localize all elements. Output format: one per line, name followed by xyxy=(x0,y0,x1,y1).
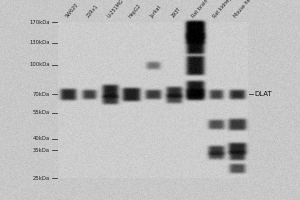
Text: HepG2: HepG2 xyxy=(127,3,142,19)
Text: 70kDa: 70kDa xyxy=(33,92,50,97)
Text: Rat kidney: Rat kidney xyxy=(212,0,233,19)
Text: 35kDa: 35kDa xyxy=(33,148,50,152)
Text: DLAT: DLAT xyxy=(254,91,272,97)
Text: 22Rv1: 22Rv1 xyxy=(85,4,99,19)
Text: 40kDa: 40kDa xyxy=(33,136,50,142)
Text: 25kDa: 25kDa xyxy=(33,176,50,180)
Text: 130kDa: 130kDa xyxy=(30,40,50,46)
Text: 293T: 293T xyxy=(170,6,182,19)
Text: Jurkat: Jurkat xyxy=(149,5,162,19)
Text: Mouse heart: Mouse heart xyxy=(233,0,257,19)
Text: 170kDa: 170kDa xyxy=(29,20,50,24)
Text: 55kDa: 55kDa xyxy=(33,110,50,116)
Text: U-251MG: U-251MG xyxy=(106,0,124,19)
Text: Rat brain: Rat brain xyxy=(191,0,209,19)
Text: SW620: SW620 xyxy=(64,2,79,19)
Text: 100kDa: 100kDa xyxy=(29,62,50,68)
